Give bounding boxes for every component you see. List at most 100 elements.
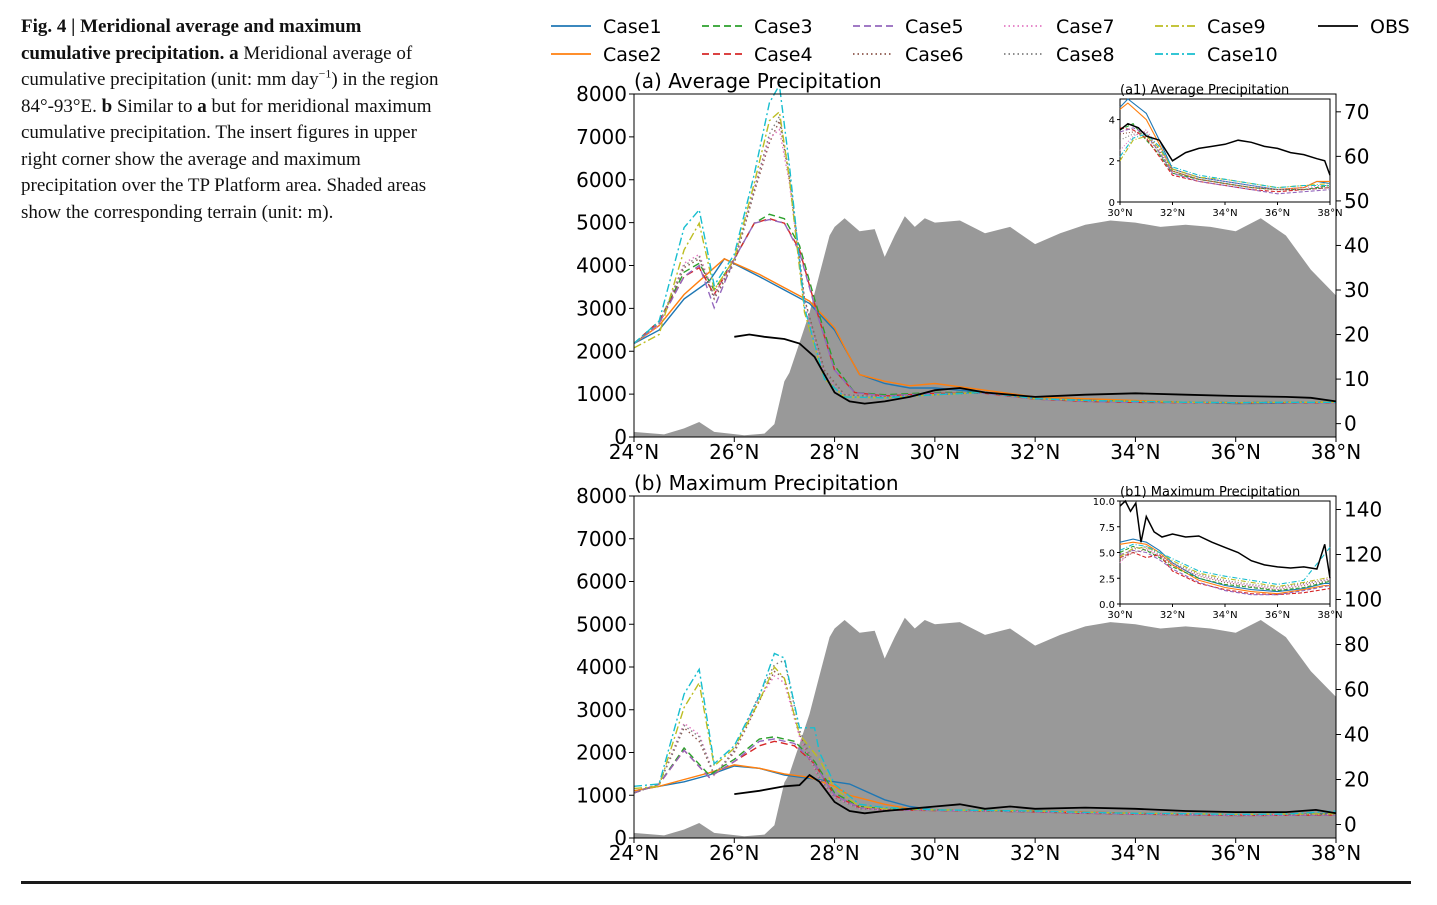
inset-series-case6	[1119, 548, 1331, 591]
y-tick-label: 1000	[576, 382, 627, 406]
x-tick-label: 32°N	[1010, 841, 1060, 865]
terrain-area	[634, 617, 1336, 838]
x-tick-label: 30°N	[910, 841, 960, 865]
legend-label: Case2	[603, 44, 662, 66]
inset-series-case10	[1119, 133, 1330, 189]
inset-series-case6	[1119, 131, 1331, 191]
unit-exponent: −1	[318, 66, 332, 81]
y2-tick-label: 30	[1344, 278, 1369, 302]
x-tick-label: 26°N	[709, 841, 759, 865]
series-obs	[734, 333, 1337, 405]
y2-tick-label: 120	[1344, 543, 1382, 567]
series-case10	[633, 652, 1337, 816]
caption-a-text-2: ) in the region 84°-93°E.	[21, 69, 439, 117]
terrain-area	[634, 216, 1336, 437]
inset-frame	[1119, 98, 1331, 203]
legend-label: Case4	[754, 44, 813, 66]
inset-series-case7	[1119, 129, 1331, 191]
y-tick-label: 1000	[576, 783, 627, 807]
legend-item-case2: Case2	[551, 44, 662, 66]
legend-label: Case8	[1056, 44, 1115, 66]
x-tick-label: 34°N	[1110, 440, 1160, 464]
x-tick-label: 24°N	[609, 440, 659, 464]
inset-series-case5	[1119, 549, 1331, 596]
series-case5	[633, 218, 1336, 404]
y2-tick-label: 80	[1344, 633, 1369, 657]
y-tick-label: 2000	[576, 741, 627, 765]
inset-series-obs	[1119, 499, 1331, 579]
caption-b-text-2: but for meridional maximum cumulative pr…	[21, 95, 432, 223]
legend-item-case9: Case9	[1155, 16, 1266, 38]
legend-item-case6: Case6	[853, 44, 964, 66]
series-case3	[633, 213, 1336, 404]
legend-item-case1: Case1	[551, 16, 662, 38]
inset-series-case4	[1119, 127, 1331, 193]
legend-item-obs: OBS	[1318, 16, 1410, 38]
inset-x-tick-label: 30°N	[1107, 610, 1132, 621]
inset-x-tick-label: 32°N	[1160, 208, 1185, 219]
legend-item-case3: Case3	[702, 16, 813, 38]
x-tick-label: 28°N	[809, 440, 859, 464]
panel-title: (b) Maximum Precipitation	[634, 471, 899, 495]
inset-y-tick-label: 2	[1109, 157, 1115, 168]
inset-y-tick-label: 5.0	[1099, 549, 1115, 560]
legend-item-case7: Case7	[1004, 16, 1115, 38]
y2-tick-label: 70	[1344, 100, 1369, 124]
x-tick-label: 28°N	[809, 841, 859, 865]
y-tick-label: 0	[614, 425, 627, 449]
legend: Case1 Case2 Case3 Case4 Case5 Case6 Case7 Case8…	[551, 16, 1410, 66]
y2-tick-label: 40	[1344, 723, 1369, 747]
y2-tick-label: 20	[1344, 323, 1369, 347]
series-obs	[734, 773, 1337, 815]
panel-b: (b) Maximum Precipitation 24°N 26°N 28°N 30°…	[576, 471, 1382, 865]
x-tick-label: 36°N	[1211, 841, 1261, 865]
inset-y-tick-label: 4	[1109, 116, 1115, 127]
y-tick-label: 0	[614, 826, 627, 850]
y-tick-label: 8000	[576, 82, 627, 106]
series-case6	[633, 118, 1336, 404]
y2-tick-label: 20	[1344, 768, 1369, 792]
inset-x-tick-label: 32°N	[1160, 610, 1185, 621]
bottom-rule	[21, 881, 1411, 884]
caption-a-text: Meridional average of cumulative precipi…	[21, 42, 413, 91]
y2-tick-label: 60	[1344, 678, 1369, 702]
legend-item-case5: Case5	[853, 16, 964, 38]
y2-tick-label: 60	[1344, 144, 1369, 168]
figure-label: Fig. 4 | Meridional average and maximum …	[21, 16, 362, 64]
legend-item-case10: Case10	[1155, 44, 1278, 66]
inset-b: (b1) Maximum Precipitation 30°N 32°N 34°N 36…	[1093, 485, 1343, 621]
inset-x-tick-label: 34°N	[1212, 208, 1237, 219]
legend-label: Case7	[1056, 16, 1115, 38]
y-tick-label: 2000	[576, 339, 627, 363]
inset-y-tick-label: 0	[1109, 198, 1115, 209]
y-tick-label: 5000	[576, 211, 627, 235]
y2-tick-label: 50	[1344, 189, 1369, 213]
x-tick-label: 24°N	[609, 841, 659, 865]
caption-b-text: Similar to	[112, 95, 198, 117]
legend-label: Case3	[754, 16, 813, 38]
panel-a: (a) Average Precipitation 24°N 26°N 28°N 30°…	[576, 69, 1369, 464]
series-case10	[633, 82, 1336, 404]
y-tick-label: 6000	[576, 570, 627, 594]
inset-y-tick-label: 0.0	[1099, 600, 1115, 611]
y-tick-label: 5000	[576, 612, 627, 636]
figure-caption: Fig. 4 | Meridional average and maximum …	[21, 14, 453, 226]
panel-title: (a) Average Precipitation	[634, 69, 882, 93]
inset-y-tick-label: 2.5	[1099, 574, 1115, 585]
inset-x-tick-label: 30°N	[1107, 208, 1132, 219]
inset-series-obs	[1119, 122, 1331, 176]
panel-a-ref: a	[197, 95, 207, 117]
figure-canvas: Case1 Case2 Case3 Case4 Case5 Case6 Case7 Case8…	[551, 16, 1410, 865]
y-tick-label: 6000	[576, 168, 627, 192]
x-tick-label: 30°N	[910, 440, 960, 464]
y-tick-label: 3000	[576, 296, 627, 320]
inset-x-tick-label: 38°N	[1317, 610, 1342, 621]
legend-item-case8: Case8	[1004, 44, 1115, 66]
inset-x-tick-label: 36°N	[1265, 610, 1290, 621]
y2-tick-label: 140	[1344, 498, 1382, 522]
legend-label: Case9	[1207, 16, 1266, 38]
x-tick-label: 26°N	[709, 440, 759, 464]
inset-series-case1	[1119, 538, 1330, 593]
inset-series-case4	[1119, 551, 1331, 596]
y-tick-label: 4000	[576, 655, 627, 679]
